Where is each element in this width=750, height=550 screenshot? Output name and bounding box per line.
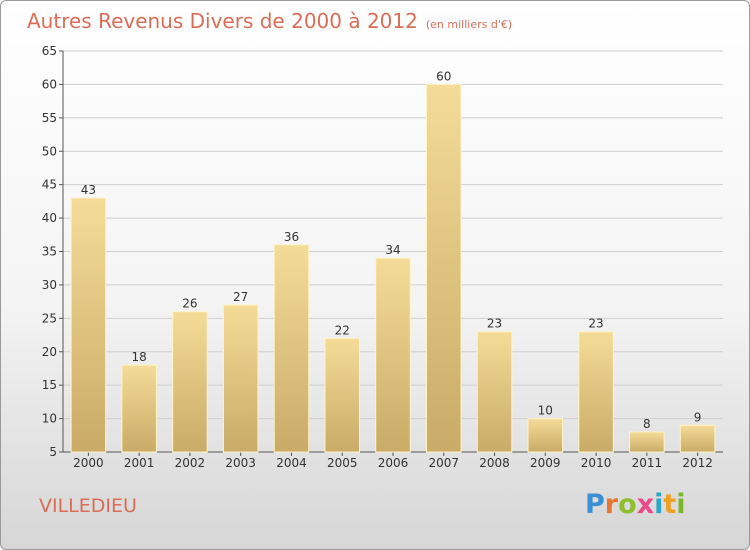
bar xyxy=(222,304,259,453)
x-tick-label: 2000 xyxy=(73,456,104,470)
bar-value-label: 9 xyxy=(694,410,702,424)
y-tick-label: 60 xyxy=(42,77,57,91)
logo-letter: i xyxy=(654,489,664,520)
logo-letter: P xyxy=(585,489,605,520)
x-tick-label: 2006 xyxy=(378,456,409,470)
bar-value-label: 26 xyxy=(182,297,197,311)
bar-value-label: 27 xyxy=(233,290,248,304)
y-tick-label: 45 xyxy=(42,178,57,192)
logo-letter: x xyxy=(636,489,655,520)
y-tick-label: 20 xyxy=(42,345,57,359)
bar xyxy=(679,424,716,453)
bar xyxy=(476,331,513,453)
y-tick-label: 5 xyxy=(49,445,57,459)
y-tick-label: 15 xyxy=(42,378,57,392)
bar-value-label: 60 xyxy=(436,69,451,83)
town-name: VILLEDIEU xyxy=(39,495,137,517)
bar xyxy=(426,83,462,453)
x-tick-label: 2012 xyxy=(682,456,713,470)
bar xyxy=(375,257,411,453)
y-tick-label: 50 xyxy=(42,144,57,158)
x-tick-label: 2001 xyxy=(124,456,155,470)
y-tick-label: 35 xyxy=(42,245,57,259)
x-tick-label: 2004 xyxy=(276,456,307,470)
bar-value-label: 18 xyxy=(132,350,147,364)
bar xyxy=(273,244,310,453)
bar-value-label: 10 xyxy=(538,404,553,418)
chart-title: Autres Revenus Divers de 2000 à 2012 (en … xyxy=(27,9,512,33)
y-tick-label: 40 xyxy=(42,211,57,225)
y-tick-label: 25 xyxy=(42,311,57,325)
x-tick-label: 2010 xyxy=(581,456,612,470)
title-unit: (en milliers d'€) xyxy=(425,18,513,31)
bar xyxy=(527,418,564,453)
logo-letter: o xyxy=(618,489,637,520)
title-main: Autres Revenus Divers de 2000 à 2012 xyxy=(27,9,418,33)
proxiti-logo: Proxiti xyxy=(585,489,686,520)
x-tick-label: 2009 xyxy=(530,456,561,470)
logo-letter: r xyxy=(604,489,619,520)
x-tick-label: 2008 xyxy=(479,456,510,470)
x-tick-label: 2011 xyxy=(632,456,663,470)
bar-value-label: 36 xyxy=(284,230,299,244)
x-tick-label: 2002 xyxy=(175,456,206,470)
bar-value-label: 22 xyxy=(335,323,350,337)
bars xyxy=(70,83,716,453)
bar-value-label: 34 xyxy=(385,243,400,257)
y-tick-label: 55 xyxy=(42,111,57,125)
bar xyxy=(324,337,360,453)
bar-value-label: 23 xyxy=(588,317,603,331)
x-tick-label: 2003 xyxy=(225,456,256,470)
y-tick-label: 30 xyxy=(42,278,57,292)
bar xyxy=(121,364,157,453)
logo-letter: t xyxy=(663,489,677,520)
x-tick-label: 2005 xyxy=(327,456,358,470)
x-tick-label: 2007 xyxy=(428,456,459,470)
bar xyxy=(172,311,208,453)
bar xyxy=(70,197,107,453)
bar-value-label: 43 xyxy=(81,183,96,197)
labels: 5 10 15 20 25 30 35 40 45 50 55 60 65 43 2000 18 2001 26 2… xyxy=(42,44,713,470)
bar-value-label: 8 xyxy=(643,417,651,431)
y-tick-label: 10 xyxy=(42,412,57,426)
y-tick-label: 65 xyxy=(42,44,57,58)
logo-letter: i xyxy=(676,489,686,520)
bar xyxy=(578,331,614,453)
bar xyxy=(629,431,665,453)
bar-value-label: 23 xyxy=(487,317,502,331)
